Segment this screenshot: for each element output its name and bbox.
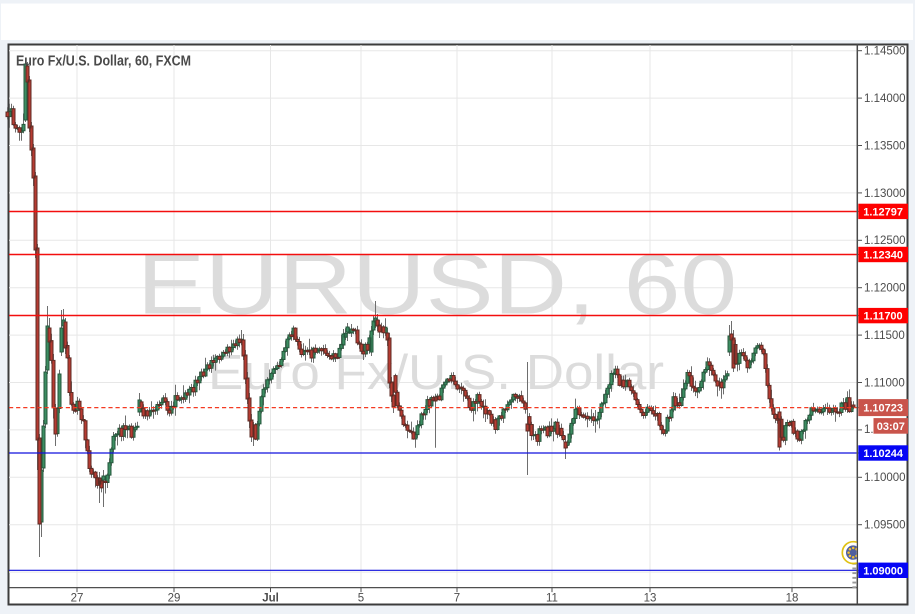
svg-text:03:07: 03:07 (877, 421, 905, 433)
svg-text:1.11000: 1.11000 (864, 377, 905, 389)
svg-text:1.13000: 1.13000 (864, 188, 906, 200)
svg-text:1.12000: 1.12000 (864, 283, 906, 295)
svg-text:27: 27 (71, 593, 84, 605)
svg-text:Euro Fx/U.S. Dollar: Euro Fx/U.S. Dollar (208, 346, 664, 400)
svg-text:1.12500: 1.12500 (864, 235, 906, 247)
svg-text:29: 29 (168, 593, 181, 605)
svg-text:18: 18 (786, 593, 799, 605)
svg-text:1.11500: 1.11500 (864, 330, 905, 342)
svg-text:1.14500: 1.14500 (864, 46, 906, 58)
svg-text:7: 7 (454, 593, 460, 605)
svg-text:Euro Fx/U.S. Dollar, 60, FXCM: Euro Fx/U.S. Dollar, 60, FXCM (16, 54, 191, 70)
svg-text:1.14000: 1.14000 (864, 93, 906, 105)
svg-text:1.10244: 1.10244 (863, 448, 904, 460)
svg-text:Jul: Jul (262, 593, 279, 605)
svg-text:1.13500: 1.13500 (864, 140, 906, 152)
svg-text:1.10000: 1.10000 (864, 472, 906, 484)
svg-text:13: 13 (644, 593, 657, 605)
svg-text:5: 5 (358, 593, 364, 605)
svg-text:1.12340: 1.12340 (863, 250, 903, 262)
svg-text:1.09000: 1.09000 (863, 565, 903, 577)
svg-text:1.11700: 1.11700 (864, 311, 903, 323)
svg-text:1.12797: 1.12797 (863, 206, 903, 218)
svg-text:11: 11 (546, 593, 558, 605)
svg-text:1.10723: 1.10723 (863, 403, 903, 415)
svg-text:1.09500: 1.09500 (864, 520, 906, 532)
svg-text:EURUSD, 60: EURUSD, 60 (137, 238, 737, 333)
